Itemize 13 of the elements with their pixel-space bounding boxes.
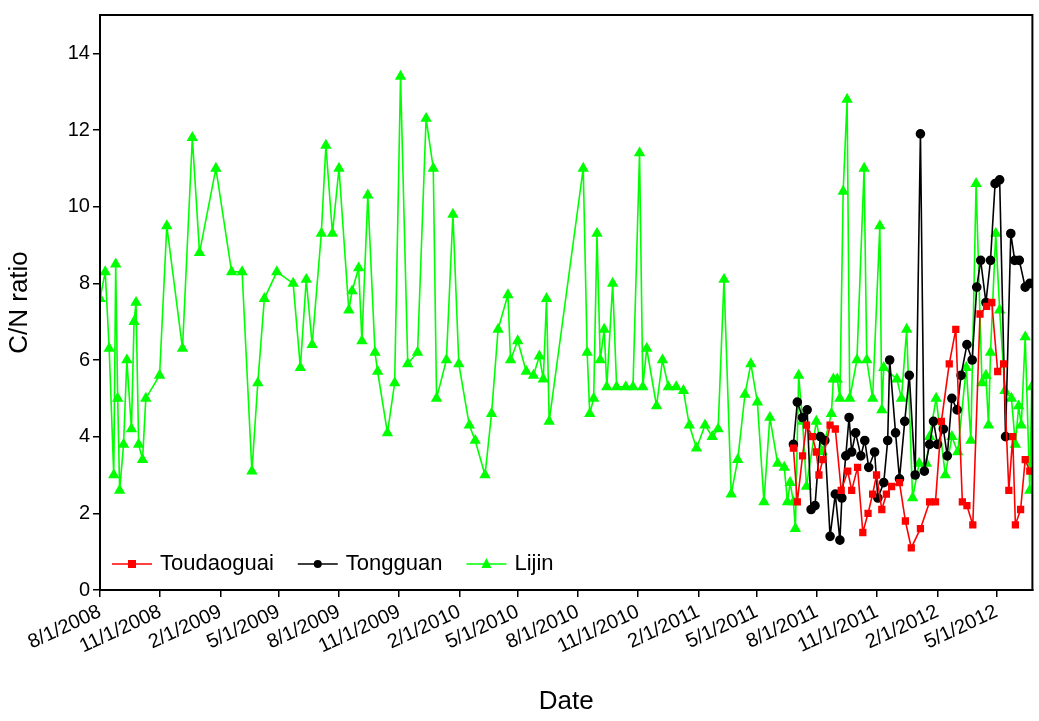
y-tick-label: 12 — [67, 117, 90, 140]
x-axis-title: Date — [538, 684, 594, 715]
y-tick-label: 14 — [67, 40, 90, 63]
legend-label: Tongguan — [345, 550, 443, 576]
y-tick-label: 6 — [78, 347, 90, 370]
y-tick-label: 8 — [78, 270, 90, 293]
y-tick-label: 0 — [78, 577, 90, 600]
y-tick-label: 4 — [78, 424, 90, 447]
legend-label: Toudaoguai — [160, 550, 274, 576]
y-tick-label: 10 — [67, 194, 90, 217]
y-axis-title: C/N ratio — [2, 251, 33, 354]
y-tick-label: 2 — [78, 500, 90, 523]
legend-label: Lijin — [514, 550, 554, 576]
